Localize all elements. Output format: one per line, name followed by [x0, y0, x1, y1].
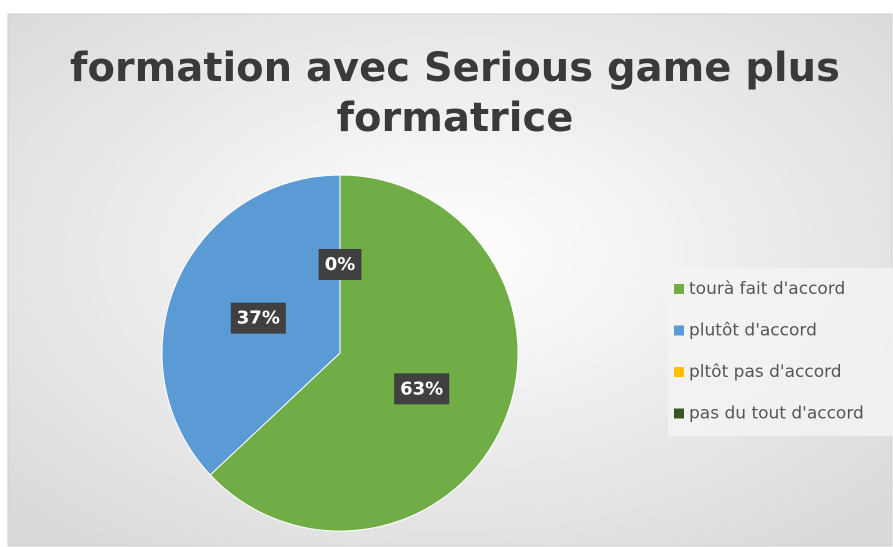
- legend-label: pltôt pas d'accord: [689, 362, 842, 382]
- legend-swatch: [674, 325, 684, 336]
- legend-label: plutôt d'accord: [689, 321, 817, 341]
- chart-title: formatrice: [337, 95, 574, 141]
- legend-swatch: [674, 367, 684, 377]
- data-label-box: [230, 302, 286, 334]
- chart-title: formation avec Serious game plus: [70, 45, 840, 91]
- legend-swatch: [674, 408, 684, 419]
- legend-box: [668, 268, 893, 436]
- data-label: 0%: [325, 254, 356, 275]
- data-label: 37%: [237, 308, 280, 329]
- legend-label: tourà fait d'accord: [689, 279, 845, 299]
- legend-swatch: [674, 284, 684, 294]
- pie-slice: [209, 174, 519, 532]
- data-label-box: [394, 373, 450, 405]
- legend-label: pas du tout d'accord: [689, 404, 864, 424]
- data-label-box: [318, 249, 362, 280]
- data-label: 63%: [400, 378, 443, 399]
